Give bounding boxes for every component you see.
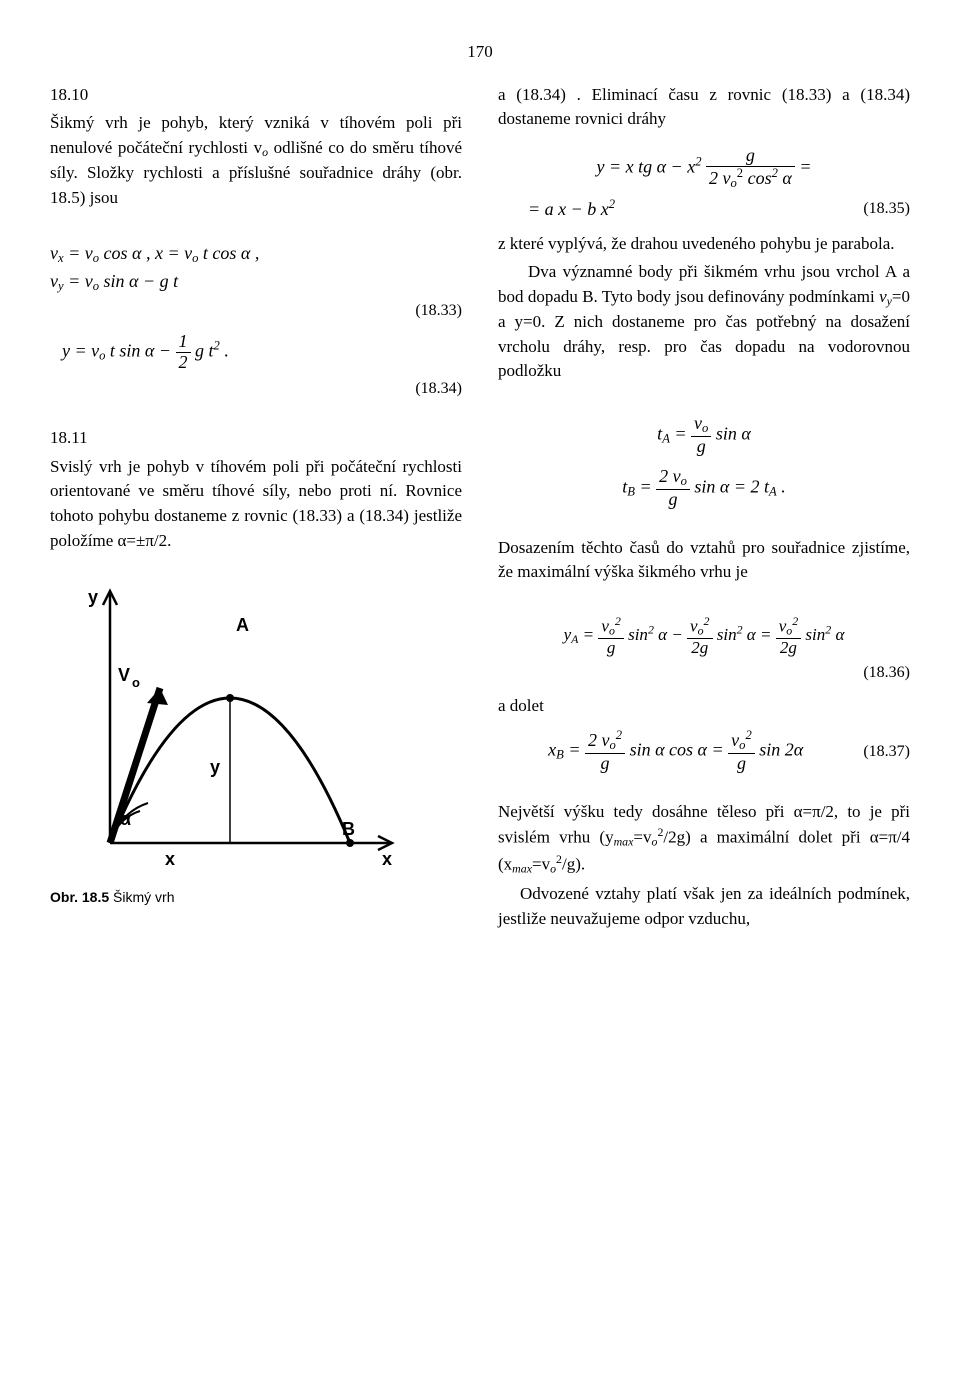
eq-number-18-36: (18.36) — [853, 661, 910, 684]
sec1-paragraph: Šikmý vrh je pohyb, který vzniká v tíhov… — [50, 111, 462, 210]
inner-label-y: y — [210, 757, 220, 777]
right-column: a (18.34) . Eliminací času z rovnic (18.… — [498, 83, 910, 936]
two-column-layout: 18.10 Šikmý vrh je pohyb, který vzniká v… — [50, 83, 910, 936]
eq-number-18-34: (18.34) — [405, 377, 462, 400]
eq-text: sin α = 2 t — [690, 476, 769, 496]
frac-bot: g — [691, 437, 711, 457]
point-label-a: A — [236, 615, 249, 635]
equation-tA: tA = vog sin α — [498, 414, 910, 457]
frac-top: 2 vo2 — [585, 729, 625, 754]
text: =v — [633, 828, 651, 847]
r-p6: Největší výšku tedy dosáhne těleso při α… — [498, 800, 910, 878]
r-p7: Odvozené vztahy platí však jen za ideáln… — [498, 882, 910, 931]
sub: max — [614, 835, 634, 849]
eq-text: α — [831, 625, 844, 644]
eq-text: y = x tg α − x — [596, 156, 695, 176]
eq-text: α = — [743, 625, 776, 644]
eq-text: sin α cos α = — [625, 740, 728, 760]
eq-number-18-37: (18.37) — [853, 740, 910, 763]
frac-top: vo — [691, 414, 711, 437]
eq-text: sin 2α — [755, 740, 803, 760]
eq-text: y = v — [62, 341, 99, 361]
eq-text: = v — [64, 271, 93, 291]
eq-text: sin — [713, 625, 737, 644]
frac-bot: g — [728, 754, 755, 774]
eq-text: cos α , x = v — [99, 243, 192, 263]
angle-label-alpha: α — [120, 809, 131, 829]
frac-bot: g — [598, 639, 623, 658]
axis-label-y: y — [88, 587, 98, 607]
text: /g). — [562, 855, 585, 874]
eq-text: . — [777, 476, 786, 496]
figure-caption: Obr. 18.5 Šikmý vrh — [50, 887, 462, 907]
eq-text: sin — [624, 625, 648, 644]
sec2-paragraph: Svislý vrh je pohyb v tíhovém poli při p… — [50, 455, 462, 554]
text: v — [879, 287, 887, 306]
frac-bot: 2 vo2 cos2 α — [706, 167, 795, 191]
frac-top: 1 — [176, 332, 191, 353]
equation-18-37-block: xB = 2 vo2g sin α cos α = vo2g sin 2α (1… — [498, 729, 910, 774]
eq-text: = — [578, 625, 598, 644]
equation-18-36-block: yA = vo2g sin2 α − vo22g sin2 α = vo22g … — [498, 615, 910, 684]
fig-caption-text: Šikmý vrh — [109, 889, 174, 905]
eq-number-18-35: (18.35) — [853, 197, 910, 220]
axis-label-x-left: x — [165, 849, 175, 869]
vector-label-vo-sub: o — [132, 675, 140, 690]
eq-text: v — [50, 271, 58, 291]
axis-label-x-right: x — [382, 849, 392, 869]
eq-text: sin α — [711, 424, 750, 444]
point-label-b: B — [342, 819, 355, 839]
r-p4: Dosazením těchto časů do vztahů pro souř… — [498, 536, 910, 585]
equation-tB: tB = 2 vog sin α = 2 tA . — [498, 467, 910, 510]
frac-top: vo2 — [776, 615, 801, 639]
eq-text: = — [670, 424, 691, 444]
frac-bot: g — [585, 754, 625, 774]
fig-caption-bold: Obr. 18.5 — [50, 889, 109, 905]
eq-text: t sin α − — [105, 341, 175, 361]
vector-label-vo: V — [118, 665, 130, 685]
eq-text: = v — [64, 243, 93, 263]
eq-text: sin — [801, 625, 825, 644]
eq-text: . — [220, 341, 229, 361]
eq-number-18-33: (18.33) — [405, 299, 462, 322]
r-p5: a dolet — [498, 694, 910, 719]
equation-18-33-block: vx = vo cos α , x = vo t cos α , vy = vo… — [50, 240, 462, 322]
eq-text: v — [50, 243, 58, 263]
frac-top: vo2 — [728, 729, 755, 754]
r-p2: z které vyplývá, že drahou uvedeného poh… — [498, 232, 910, 257]
text: =v — [532, 855, 550, 874]
frac-bot: 2g — [687, 639, 712, 658]
frac-top: 2 vo — [656, 467, 690, 490]
frac-bot: 2g — [776, 639, 801, 658]
eq-text: = — [564, 740, 585, 760]
frac-top: vo2 — [687, 615, 712, 639]
eq-text: g t — [191, 341, 214, 361]
eq-text: y — [564, 625, 572, 644]
sub: max — [512, 862, 532, 876]
r-p1: a (18.34) . Eliminací času z rovnic (18.… — [498, 83, 910, 132]
left-column: 18.10 Šikmý vrh je pohyb, který vzniká v… — [50, 83, 462, 936]
frac-bot: g — [656, 490, 690, 510]
frac-top: g — [706, 146, 795, 167]
equation-18-35-block: y = x tg α − x2 g2 vo2 cos2 α = = a x − … — [498, 146, 910, 222]
page-number: 170 — [50, 40, 910, 65]
figure-svg: y A V o y α B x x — [50, 573, 410, 873]
eq-text: x — [548, 740, 556, 760]
text: Dva významné body při šikmém vrhu jsou v… — [498, 262, 910, 306]
section-num-18-10: 18.10 — [50, 83, 462, 108]
frac-bot: 2 — [176, 353, 191, 373]
eq-text: = — [635, 476, 656, 496]
eq-text: = a x − b x — [528, 199, 609, 219]
eq-text: t cos α , — [198, 243, 259, 263]
section-num-18-11: 18.11 — [50, 426, 462, 451]
eq-text: = — [799, 156, 811, 176]
r-p3: Dva významné body při šikmém vrhu jsou v… — [498, 260, 910, 384]
frac-top: vo2 — [598, 615, 623, 639]
eq-text: sin α − g t — [99, 271, 178, 291]
equation-18-34-block: y = vo t sin α − 12 g t2 . (18.34) — [50, 332, 462, 400]
figure-18-5: y A V o y α B x x Obr. 18.5 Šikmý vrh — [50, 573, 462, 907]
eq-text: α − — [654, 625, 687, 644]
